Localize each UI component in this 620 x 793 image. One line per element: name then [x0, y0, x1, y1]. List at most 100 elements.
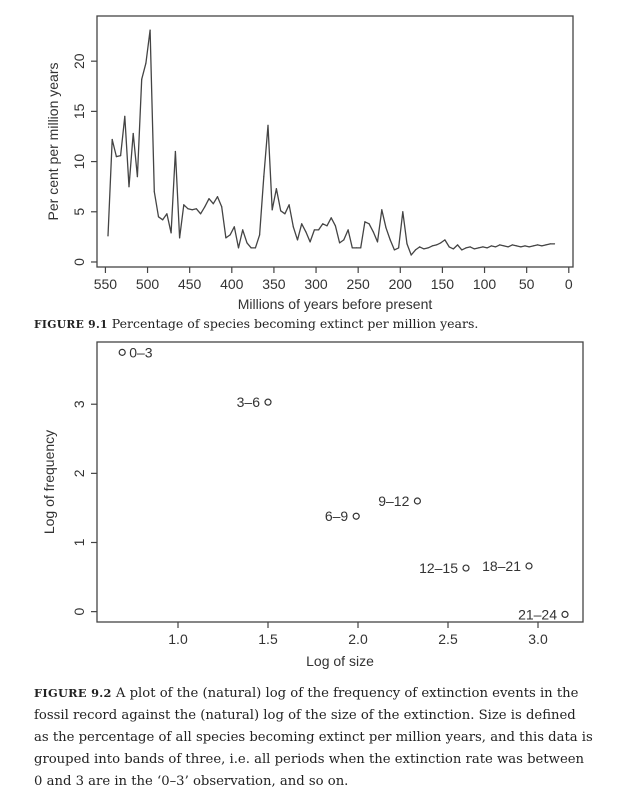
x-tick-label: 3.0: [528, 631, 548, 647]
x-tick-label: 2.0: [348, 631, 368, 647]
scatter-point: [118, 348, 126, 356]
y-tick-label: 2: [71, 469, 87, 477]
data-point: [347, 229, 349, 231]
data-point: [145, 62, 147, 64]
data-point: [309, 241, 311, 243]
scatter-point-group: 6–9: [325, 508, 360, 524]
scatter-point-group: 9–12: [378, 493, 421, 509]
data-point: [271, 209, 273, 211]
data-point: [263, 176, 265, 178]
x-tick-label: 100: [473, 276, 497, 292]
y-tick-label: 1: [71, 538, 87, 546]
data-point: [191, 209, 193, 211]
data-point: [537, 244, 539, 246]
scatter-point-group: 12–15: [419, 560, 470, 576]
data-point: [115, 156, 117, 158]
x-tick-label: 300: [304, 276, 328, 292]
y-tick-label: 0: [71, 608, 87, 616]
data-point: [461, 249, 463, 251]
plot-frame: [96, 15, 574, 268]
x-tick-label: 1.5: [258, 631, 278, 647]
data-point: [406, 243, 408, 245]
data-point: [292, 226, 294, 228]
scatter-point-group: 3–6: [237, 394, 272, 410]
data-point: [212, 203, 214, 205]
scatter-point-group: 0–3: [118, 344, 153, 360]
x-tick-label: 550: [94, 276, 118, 292]
data-point: [393, 249, 395, 251]
y-axis-label: Per cent per million years: [45, 63, 61, 221]
y-tick-label: 0: [71, 258, 87, 266]
x-tick-label: 400: [220, 276, 244, 292]
data-point: [435, 244, 438, 246]
point-label: 6–9: [325, 508, 349, 524]
data-point: [136, 176, 138, 178]
data-point: [448, 246, 450, 248]
data-point: [482, 246, 484, 248]
scatter-point: [525, 562, 533, 570]
data-point: [499, 244, 501, 246]
point-label: 9–12: [378, 493, 409, 509]
data-point: [233, 226, 235, 228]
data-point: [520, 246, 522, 248]
data-point: [120, 155, 122, 157]
data-point: [334, 225, 336, 227]
data-point: [246, 242, 248, 244]
data-point: [465, 247, 467, 249]
x-tick-label: 350: [262, 276, 286, 292]
data-point: [322, 223, 324, 225]
plot-frame: [96, 341, 584, 623]
data-point: [132, 132, 134, 135]
scatter-point: [561, 610, 569, 618]
point-label: 18–21: [482, 558, 521, 574]
data-point: [141, 78, 143, 80]
data-point: [183, 204, 185, 206]
data-point: [343, 239, 345, 241]
x-tick-label: 1.0: [168, 631, 188, 647]
x-tick-label: 150: [431, 276, 455, 292]
data-point: [208, 198, 210, 200]
figure-9-1-label: FIGURE 9.1: [34, 318, 108, 331]
data-point: [162, 219, 164, 221]
data-point: [221, 206, 223, 208]
x-tick-label: 200: [389, 276, 413, 292]
data-point: [444, 239, 446, 241]
extinction-rate-chart: 550 500 450 400 350 300 250 200 150 100 50 00510152…: [45, 15, 574, 312]
data-point: [153, 191, 155, 193]
data-point: [204, 206, 206, 208]
data-point: [318, 229, 320, 231]
data-point: [330, 217, 332, 219]
y-tick-label: 3: [71, 400, 87, 408]
data-point: [305, 231, 307, 233]
data-point: [187, 208, 189, 210]
point-label: 0–3: [129, 344, 153, 360]
x-tick-label: 0: [565, 276, 573, 292]
data-point: [242, 229, 244, 231]
data-point: [385, 227, 387, 229]
figure-9-1-caption: FIGURE 9.1 Percentage of species becomin…: [34, 316, 594, 333]
data-point: [368, 223, 370, 225]
data-point: [494, 246, 497, 248]
data-point: [200, 213, 202, 215]
x-tick-label: 2.5: [438, 631, 458, 647]
data-point: [275, 188, 277, 190]
extinction-rate-points: [107, 29, 556, 256]
data-point: [486, 247, 488, 249]
data-point: [532, 245, 535, 247]
y-tick-label: 20: [71, 53, 87, 69]
data-point: [398, 247, 400, 249]
y-axis-label: Log of frequency: [41, 430, 57, 534]
point-label: 21–24: [518, 606, 557, 622]
data-point: [111, 138, 113, 141]
y-tick-label: 5: [71, 208, 87, 216]
data-point: [414, 249, 417, 251]
data-point: [431, 245, 433, 247]
data-point: [280, 210, 282, 212]
data-point: [473, 248, 475, 250]
data-point: [372, 231, 374, 233]
data-point: [381, 209, 383, 211]
data-point: [259, 234, 261, 236]
x-tick-label: 450: [178, 276, 202, 292]
data-point: [549, 243, 551, 245]
data-point: [174, 150, 176, 153]
